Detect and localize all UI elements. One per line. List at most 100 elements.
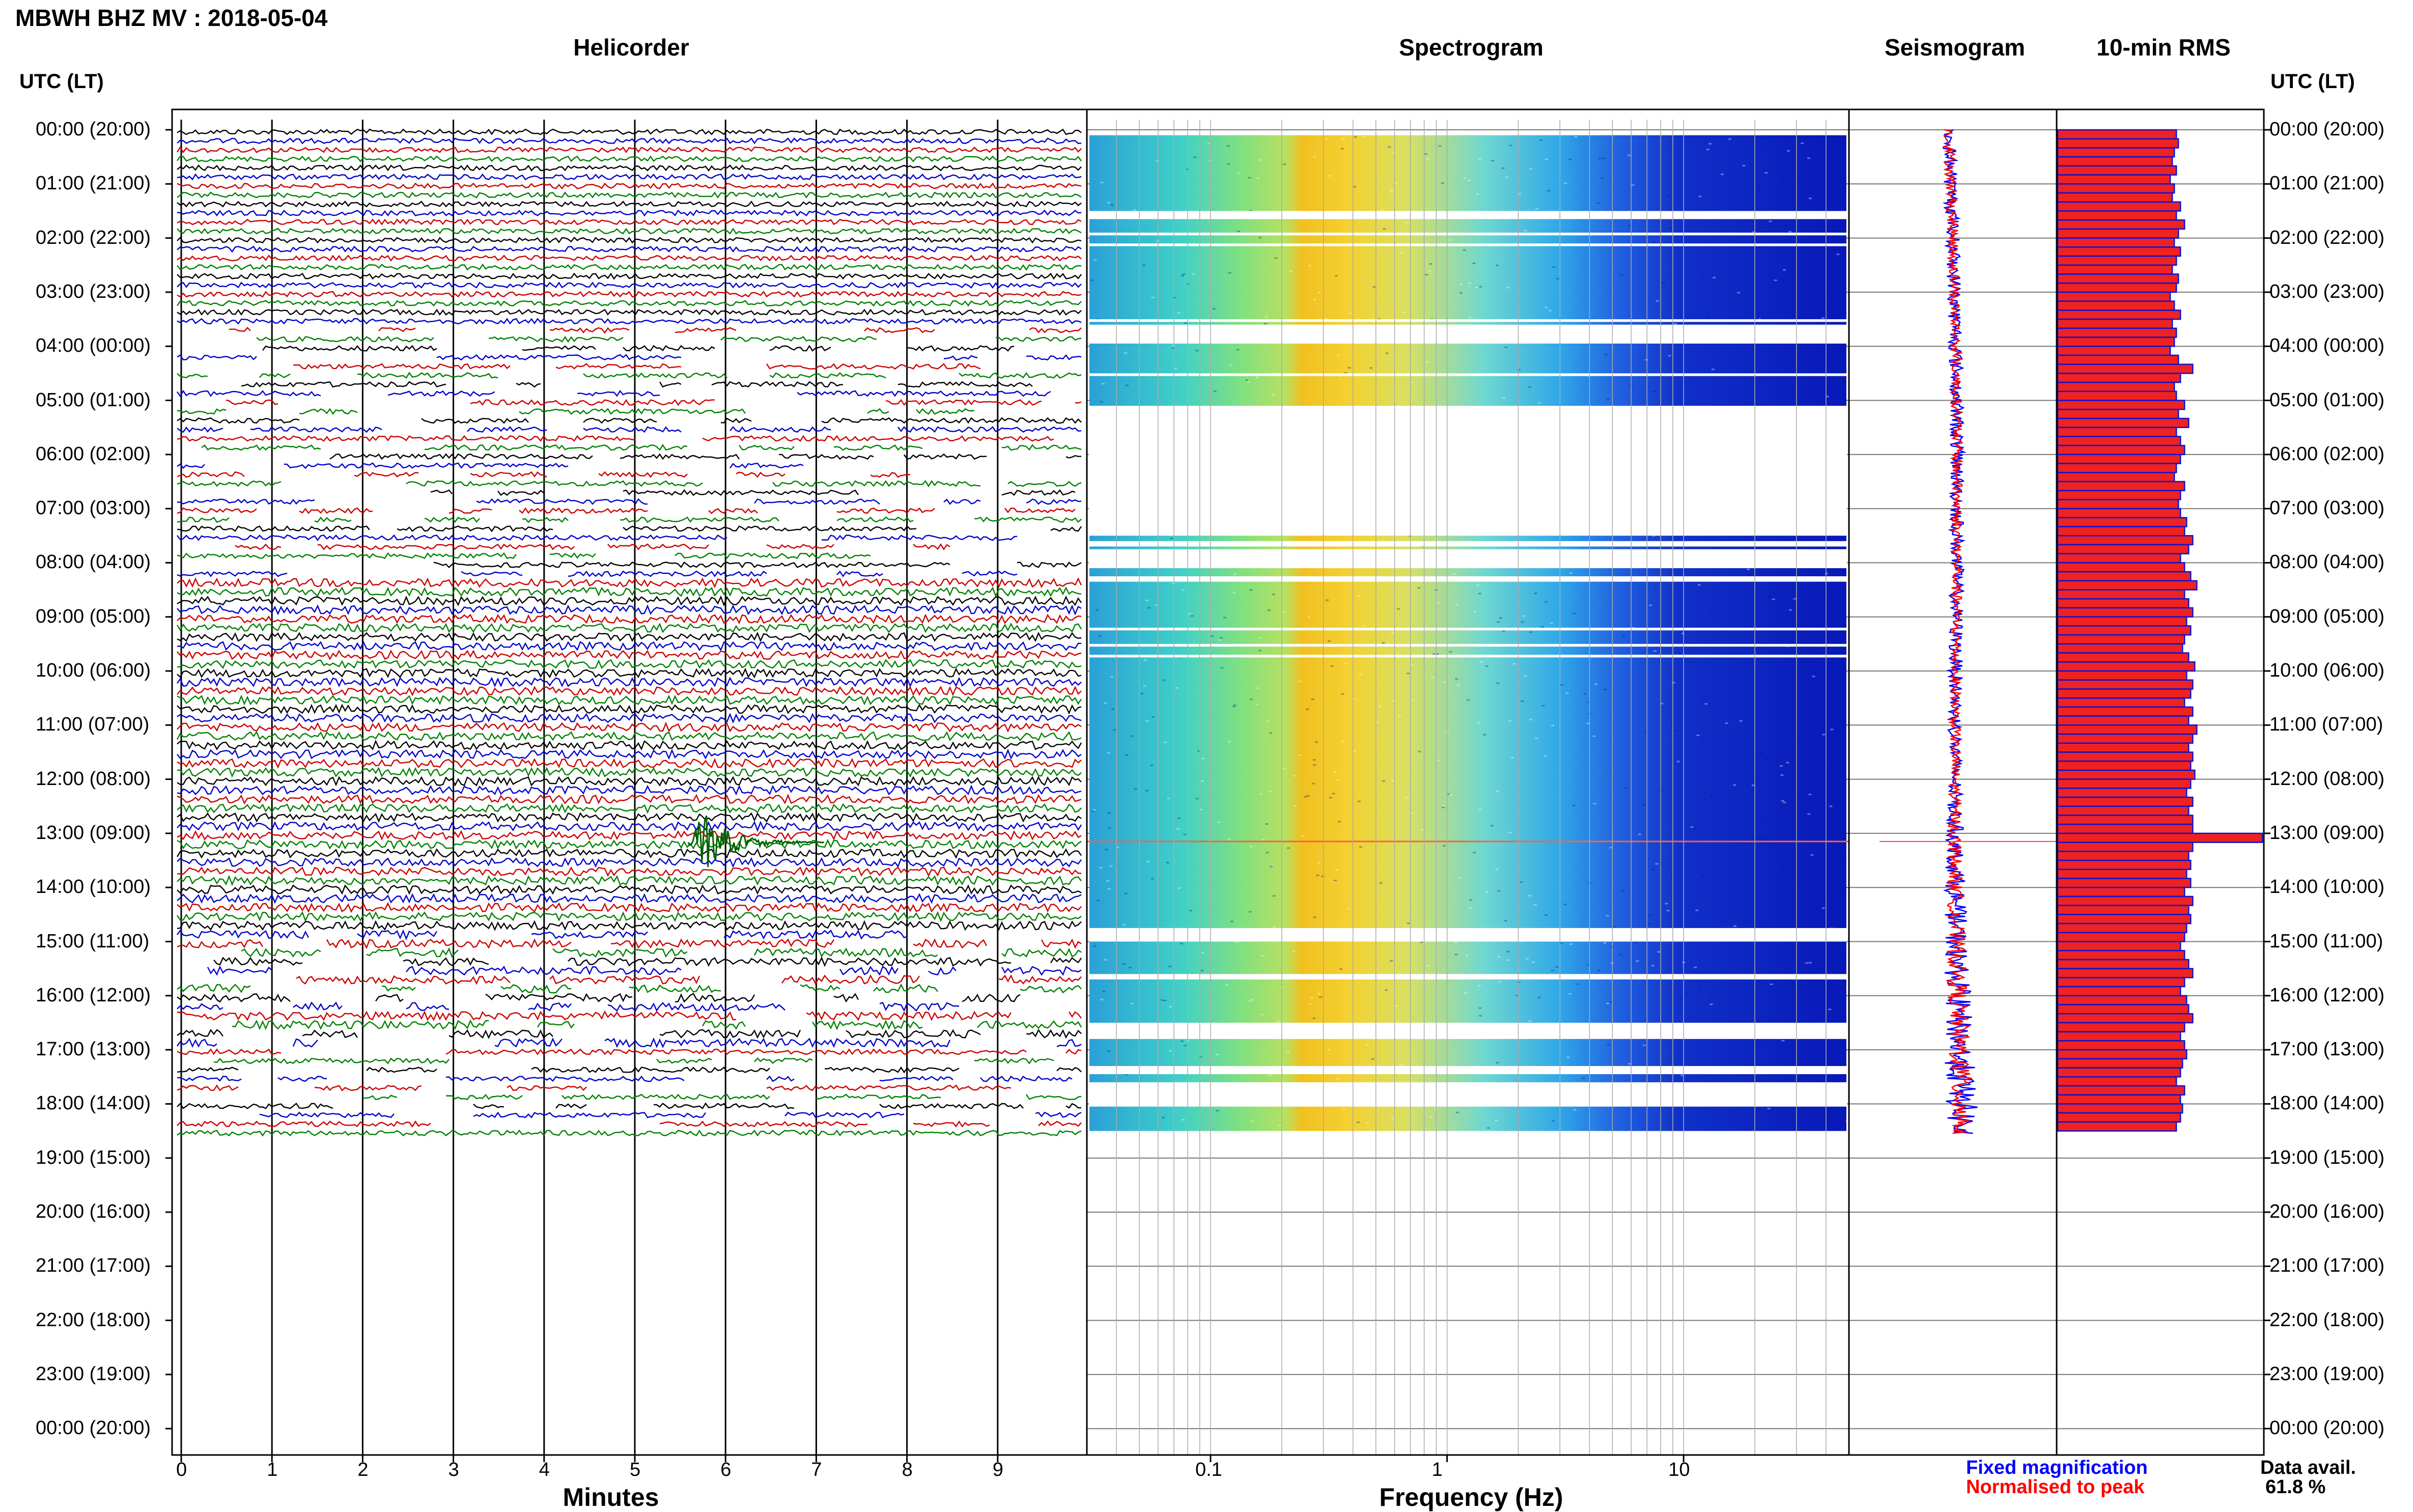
time-label-right: 00:00 (20:00) [2269,119,2385,140]
speckle [1509,145,1512,147]
speckle [1476,193,1479,195]
speckle [1548,310,1552,312]
speckle [1455,678,1458,680]
speckle [1167,797,1170,799]
speckle [1441,182,1444,184]
helicorder-trace [177,893,1082,904]
speckle [1822,734,1826,736]
rms-bar [2057,769,2196,780]
helicorder-trace [177,191,1082,199]
helicorder-trace [177,631,1082,642]
speckle [1520,881,1523,883]
speckle [1673,323,1677,325]
rms-bar [2057,1022,2185,1032]
speckle [1497,890,1501,892]
helicorder-trace [177,650,1082,660]
helicorder-trace [430,489,1076,496]
speckle [1496,682,1500,684]
speckle [1752,231,1756,233]
speckle [1534,592,1537,594]
speckle [1845,417,1849,419]
speckle [1181,275,1184,277]
speckle [1828,1009,1832,1011]
speckle [1529,718,1532,720]
speckle [1539,139,1543,141]
helicorder-tick-label: 8 [902,1459,913,1480]
speckle [1604,688,1607,690]
time-label-right: 13:00 (09:00) [2269,822,2385,844]
helicorder-trace [177,507,1076,514]
time-label-left: 03:00 (23:00) [36,281,151,302]
speckle [1259,636,1262,638]
speckle [1294,805,1297,807]
speckle [1188,613,1191,615]
rms-bar [2057,337,2175,347]
speckle [1171,347,1175,349]
rms-bar [2057,354,2179,365]
speckle [1597,969,1601,971]
speckle [1344,372,1348,374]
speckle [1328,175,1332,177]
rms-bar [2057,237,2175,248]
speckle [1219,637,1223,639]
speckle [1499,617,1502,619]
rms-bar [2057,878,2192,888]
time-label-right: 05:00 (01:00) [2269,389,2385,411]
time-label-right: 22:00 (18:00) [2269,1309,2385,1331]
rms-bar [2057,742,2190,753]
speckle [1464,992,1467,994]
speckle [1787,150,1790,152]
speckle [1395,1005,1398,1007]
speckle [1180,942,1183,944]
speckle [1217,821,1221,823]
speckle [1510,757,1514,759]
spectrogram-gap [1089,1066,1847,1074]
speckle [1387,146,1391,148]
speckle [1780,870,1784,872]
speckle [1823,295,1827,297]
spectrogram-gap [1089,974,1847,979]
speckle [1228,272,1231,274]
speckle [1778,1106,1782,1108]
speckle [1260,955,1264,957]
time-label-right: 15:00 (11:00) [2269,930,2383,952]
speckle [1225,984,1229,986]
speckle [1317,292,1321,294]
time-label-right: 21:00 (17:00) [2269,1255,2385,1277]
speckle [1113,729,1116,731]
speckle [1459,292,1463,294]
speckle [1624,787,1628,789]
speckle [1477,985,1481,987]
speckle [1628,154,1631,156]
speckle [1128,967,1132,969]
rms-bar [2057,914,2192,925]
rms-bar [2057,823,2194,834]
speckle [1458,877,1462,879]
speckle [1184,322,1187,324]
speckle [1176,828,1180,830]
speckle [1810,854,1814,856]
speckle [1104,702,1107,704]
speckle [1304,796,1307,798]
time-label-right: 00:00 (20:00) [2269,1417,2385,1439]
speckle [1317,861,1321,863]
time-label-left: 10:00 (06:00) [36,660,151,681]
helicorder-trace [177,1075,1073,1082]
speckle [1125,1074,1128,1076]
helicorder-trace [177,408,975,415]
speckle [1189,910,1193,912]
helicorder-trace [433,561,1082,569]
speckle [1721,173,1724,175]
speckle [1786,762,1789,764]
speckle [1215,1053,1219,1055]
speckle [1310,997,1313,999]
utc-header-right: UTC (LT) [2270,70,2355,93]
speckle [1109,865,1113,867]
rms-bar [2057,318,2173,329]
helicorder-trace [177,1084,1012,1091]
spectrogram-gap [1089,549,1847,569]
rms-bar [2057,1085,2185,1096]
helicorder-trace [177,857,1082,868]
speckle [1555,966,1559,968]
